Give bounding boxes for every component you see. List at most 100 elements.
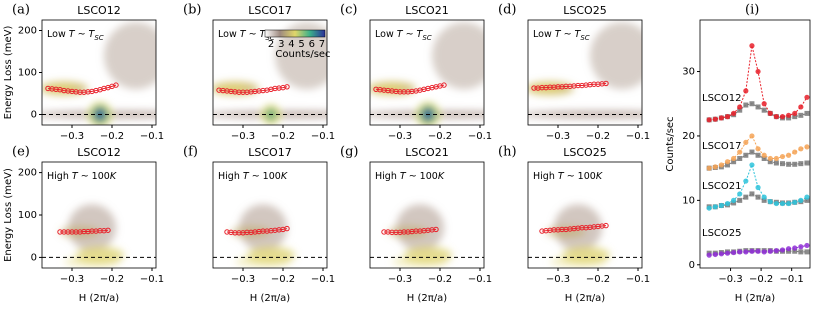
annotation-part: SC (422, 34, 431, 42)
series-point (706, 252, 712, 258)
axes-frame (699, 19, 811, 269)
x-axis-label: H (2π/a) (735, 293, 775, 304)
x-tick-label: −0.3 (60, 274, 84, 285)
series-point (749, 191, 755, 197)
dispersion-point (284, 225, 290, 232)
annotation: Low T ~ TSC (47, 29, 104, 43)
panel-title: LSCO25 (563, 4, 606, 17)
annotation-part: T (555, 29, 562, 40)
dispersion-point (284, 84, 290, 90)
annotation-part: T (260, 29, 267, 40)
series-point (724, 250, 731, 256)
series-point (804, 194, 810, 200)
y-tick-label: 20 (682, 131, 695, 142)
annotation-part: T (558, 171, 565, 182)
series-point (761, 101, 767, 107)
series-point (767, 248, 773, 254)
plot-area (213, 22, 327, 124)
plot-area (528, 204, 642, 267)
series-point (731, 249, 737, 256)
series-point (767, 199, 773, 205)
panel-title: LSCO21 (405, 146, 448, 159)
annotation-part: ~ 100 (564, 171, 596, 182)
series-point (749, 133, 755, 139)
x-tick-label: −0.1 (311, 131, 335, 142)
annotation: High T ~ 100K (218, 171, 288, 182)
annotation-part: T (417, 29, 424, 40)
x-tick-label: −0.3 (388, 131, 412, 142)
series-point (761, 249, 767, 255)
series-point (743, 249, 749, 255)
series-point (792, 245, 798, 251)
y-tick-label: 100 (18, 68, 37, 79)
series-point (798, 244, 804, 250)
panel: LSCO12 High T ~ 100K (e) −0.3 −0.2 −0.1 0 100 20… (3, 145, 164, 305)
panel-title: LSCO17 (248, 4, 291, 17)
series-point (761, 197, 767, 203)
intensity-blob (590, 22, 642, 90)
annotation-part: ~ 100 (78, 171, 110, 182)
plot-area (370, 204, 484, 267)
annotation-part: High (533, 171, 558, 182)
series-point (712, 251, 718, 258)
series-point (725, 162, 730, 168)
panel-title: LSCO17 (248, 146, 291, 159)
series-point (786, 246, 792, 252)
x-tick-label: −0.3 (231, 131, 255, 142)
series-point (731, 155, 737, 162)
axes-frame (527, 161, 643, 269)
series-point (779, 247, 786, 253)
x-tick-label: −0.2 (271, 274, 295, 285)
series-point (755, 152, 761, 158)
series-point (706, 117, 712, 123)
panel-title: LSCO12 (77, 4, 120, 17)
series-point (749, 162, 755, 168)
series-point (773, 114, 779, 120)
series-point (792, 248, 798, 254)
annotation-part: SC (580, 34, 589, 42)
intensity-blob (64, 256, 120, 267)
x-tick-label: −0.2 (100, 274, 124, 285)
x-tick-label: −0.1 (140, 131, 164, 142)
panel-title: LSCO12 (77, 146, 120, 159)
series-point (724, 200, 731, 207)
intensity-blob (104, 22, 156, 90)
x-tick-label: −0.1 (468, 131, 492, 142)
series-point (755, 248, 761, 254)
x-tick-label: −0.2 (428, 131, 452, 142)
annotation: High T ~ 100K (47, 171, 117, 182)
series-point (737, 249, 743, 255)
series-point (779, 153, 786, 160)
series-point (804, 144, 810, 150)
series-point (804, 249, 810, 255)
intensity-map (60, 204, 124, 267)
y-tick-label: 0 (31, 252, 37, 263)
plot-area (370, 22, 484, 125)
colorbar-tick-label: 7 (319, 39, 325, 50)
series-point (743, 194, 749, 200)
y-tick-label: 0 (689, 260, 695, 271)
panel-label: (g) (340, 145, 358, 160)
y-axis-label: Energy Loss (meV) (3, 25, 14, 119)
series-point (773, 155, 779, 162)
series-point (737, 107, 743, 113)
panel-label: (b) (183, 3, 201, 18)
panel-label: (i) (745, 3, 759, 18)
y-axis-label: Energy Loss (meV) (3, 168, 14, 262)
series-label: LSCO25 (702, 228, 742, 239)
annotation-part: K (596, 171, 603, 182)
colorbar-tick-label: 6 (309, 39, 315, 50)
series-point (724, 114, 731, 120)
y-tick-label: 200 (18, 168, 37, 179)
annotation-part: SC (94, 34, 103, 42)
colorbar-label: Counts/sec (275, 49, 330, 60)
series-point (798, 112, 804, 118)
series-point (731, 197, 737, 203)
annotation-part: ~ 100 (406, 171, 438, 182)
dispersion-line (60, 229, 109, 233)
series-point (798, 249, 804, 255)
series-point (743, 178, 749, 184)
